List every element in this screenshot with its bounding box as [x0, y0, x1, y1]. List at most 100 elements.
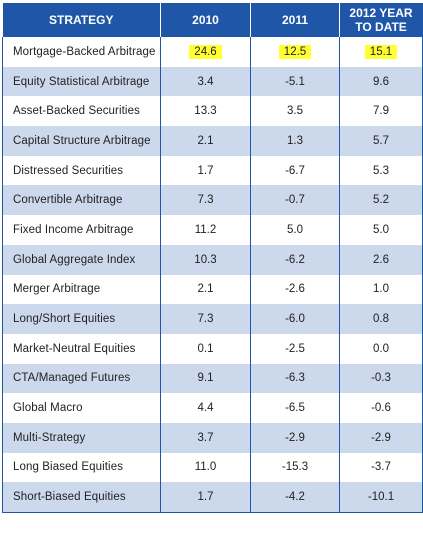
- value-text: 0.0: [373, 342, 389, 355]
- value-text: 5.0: [287, 223, 303, 236]
- value-cell-2011: -0.7: [250, 185, 340, 216]
- value-cell-2012: 9.6: [339, 66, 423, 97]
- value-cell-2012: -3.7: [339, 452, 423, 483]
- table-row: Merger Arbitrage 2.1 -2.6 1.0: [2, 274, 423, 305]
- value-text: 24.6: [189, 44, 222, 59]
- value-cell-2010: 0.1: [160, 333, 251, 364]
- value-cell-2011: -4.2: [250, 482, 340, 514]
- value-cell-2010: 2.1: [160, 274, 251, 305]
- value-cell-2012: 2.6: [339, 244, 423, 275]
- value-text: 0.1: [197, 342, 214, 355]
- value-cell-2012: 0.8: [339, 304, 423, 334]
- value-text: 1.3: [287, 134, 303, 147]
- value-cell-2010: 24.6: [160, 37, 251, 67]
- value-text: 5.7: [373, 134, 389, 147]
- value-cell-2011: -2.9: [250, 422, 340, 453]
- table-row: Distressed Securities 1.7 -6.7 5.3: [2, 155, 423, 186]
- value-text: 5.0: [373, 223, 389, 236]
- strategy-name-cell: Multi-Strategy: [2, 422, 161, 453]
- value-cell-2010: 3.4: [160, 66, 251, 97]
- value-cell-2010: 1.7: [160, 482, 251, 514]
- table-row: Convertible Arbitrage 7.3 -0.7 5.2: [2, 185, 423, 216]
- value-text: -2.5: [285, 342, 305, 355]
- value-cell-2012: -2.9: [339, 422, 423, 453]
- table-row: Global Macro 4.4 -6.5 -0.6: [2, 393, 423, 423]
- value-cell-2010: 9.1: [160, 363, 251, 394]
- value-text: 11.0: [194, 461, 217, 474]
- value-cell-2012: -0.3: [339, 363, 423, 394]
- value-cell-2012: -10.1: [339, 482, 423, 514]
- strategy-name-cell: Long Biased Equities: [2, 452, 161, 483]
- value-cell-2012: 7.9: [339, 96, 423, 127]
- value-text: -2.9: [285, 431, 305, 444]
- strategy-name-cell: Merger Arbitrage: [2, 274, 161, 305]
- value-cell-2011: 1.3: [250, 126, 340, 156]
- value-cell-2012: 5.0: [339, 215, 423, 245]
- value-cell-2011: -6.2: [250, 244, 340, 275]
- value-text: -0.3: [371, 372, 391, 385]
- value-cell-2010: 11.2: [160, 215, 251, 245]
- strategy-name-cell: Global Macro: [2, 393, 161, 423]
- value-text: -3.7: [371, 461, 391, 474]
- table-row: Long/Short Equities 7.3 -6.0 0.8: [2, 304, 423, 334]
- strategy-name-cell: Equity Statistical Arbitrage: [2, 66, 161, 97]
- value-text: 13.3: [194, 105, 217, 118]
- strategy-name-cell: Convertible Arbitrage: [2, 185, 161, 216]
- value-cell-2012: 1.0: [339, 274, 423, 305]
- table-row: Market-Neutral Equities 0.1 -2.5 0.0: [2, 333, 423, 364]
- strategy-name-cell: Short-Biased Equities: [2, 482, 161, 514]
- table-row: Asset-Backed Securities 13.3 3.5 7.9: [2, 96, 423, 127]
- strategy-name-cell: Market-Neutral Equities: [2, 333, 161, 364]
- header-row: STRATEGY 2010 2011 2012 YEAR TO DATE: [2, 3, 423, 37]
- table-row: CTA/Managed Futures 9.1 -6.3 -0.3: [2, 363, 423, 394]
- value-text: -2.6: [285, 283, 305, 296]
- value-text: 3.5: [287, 105, 303, 118]
- value-text: 2.1: [197, 283, 214, 296]
- value-text: 1.7: [197, 164, 214, 177]
- header-2012-ytd: 2012 YEAR TO DATE: [339, 3, 423, 37]
- value-text: -6.5: [285, 402, 305, 415]
- table-row: Long Biased Equities 11.0 -15.3 -3.7: [2, 452, 423, 483]
- strategy-name-cell: Distressed Securities: [2, 155, 161, 186]
- value-cell-2011: -2.6: [250, 274, 340, 305]
- value-cell-2011: 5.0: [250, 215, 340, 245]
- header-2012-line2: TO DATE: [355, 20, 407, 34]
- value-text: 4.4: [197, 402, 214, 415]
- value-text: 1.7: [197, 491, 214, 504]
- value-text: 0.8: [373, 313, 389, 326]
- value-text: 5.3: [373, 164, 389, 177]
- table-row: Fixed Income Arbitrage 11.2 5.0 5.0: [2, 215, 423, 245]
- header-strategy: STRATEGY: [2, 3, 161, 37]
- value-cell-2011: -6.7: [250, 155, 340, 186]
- strategy-name-cell: CTA/Managed Futures: [2, 363, 161, 394]
- value-text: 5.2: [373, 194, 389, 207]
- value-cell-2012: 5.3: [339, 155, 423, 186]
- value-cell-2011: -5.1: [250, 66, 340, 97]
- strategy-name-cell: Asset-Backed Securities: [2, 96, 161, 127]
- value-text: -4.2: [285, 491, 305, 504]
- value-cell-2011: 12.5: [250, 37, 340, 67]
- strategy-name-cell: Fixed Income Arbitrage: [2, 215, 161, 245]
- value-text: -0.7: [285, 194, 305, 207]
- value-text: 7.3: [197, 313, 214, 326]
- value-text: 10.3: [194, 253, 217, 266]
- value-cell-2012: 5.7: [339, 126, 423, 156]
- value-text: 15.1: [364, 44, 398, 59]
- value-text: -0.6: [371, 402, 391, 415]
- value-text: 2.1: [197, 134, 214, 147]
- value-cell-2010: 4.4: [160, 393, 251, 423]
- value-text: -5.1: [285, 75, 305, 88]
- value-text: 7.3: [197, 194, 214, 207]
- header-2012-line1: 2012 YEAR: [349, 6, 413, 20]
- value-text: 9.6: [373, 75, 389, 88]
- strategy-name-cell: Mortgage-Backed Arbitrage: [2, 37, 161, 67]
- value-cell-2011: -15.3: [250, 452, 340, 483]
- table-row: Mortgage-Backed Arbitrage 24.6 12.5 15.1: [2, 37, 423, 67]
- table-row: Global Aggregate Index 10.3 -6.2 2.6: [2, 244, 423, 275]
- value-cell-2011: -6.3: [250, 363, 340, 394]
- value-text: 12.5: [278, 44, 312, 59]
- value-cell-2012: 0.0: [339, 333, 423, 364]
- table-body: Mortgage-Backed Arbitrage 24.6 12.5 15.1 Equ…: [2, 37, 423, 514]
- value-cell-2010: 3.7: [160, 422, 251, 453]
- value-text: 9.1: [197, 372, 214, 385]
